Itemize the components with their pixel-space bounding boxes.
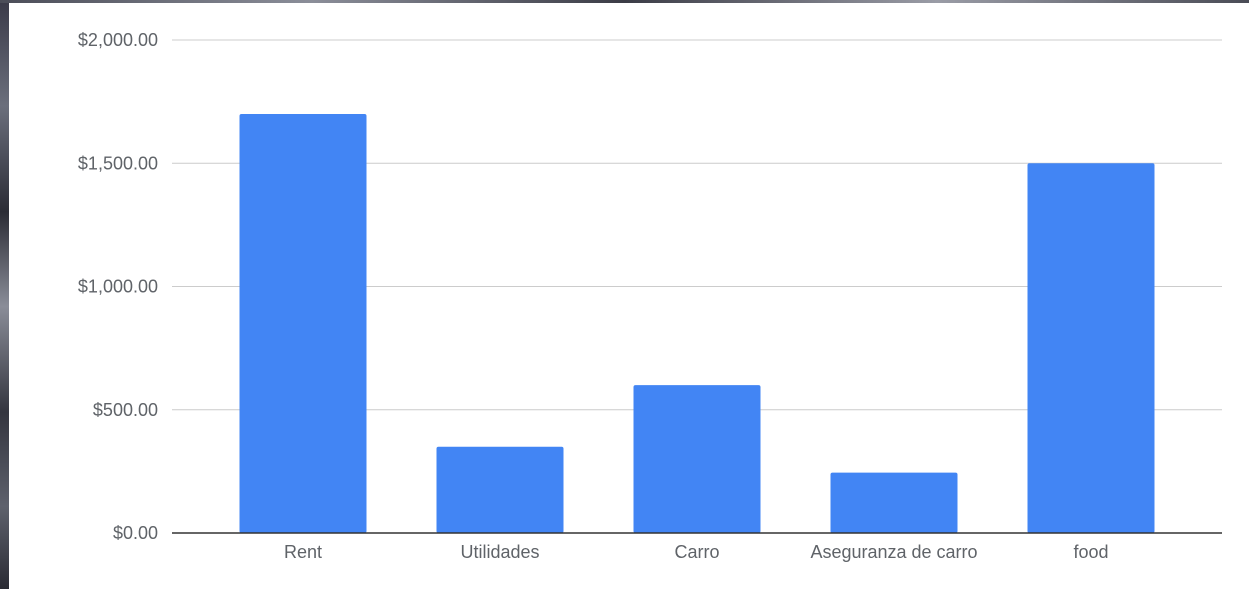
x-category-label: Rent [284, 542, 322, 562]
x-category-label: Aseguranza de carro [810, 542, 977, 562]
y-tick-label: $2,000.00 [78, 30, 158, 50]
bar-carro [633, 385, 761, 533]
background-photo-strip [0, 0, 9, 589]
bars [239, 113, 1155, 533]
bar-aseguranza-de-carro [830, 472, 958, 533]
x-category-label: food [1073, 542, 1108, 562]
y-tick-label: $1,500.00 [78, 153, 158, 173]
bar-rent [239, 113, 367, 533]
y-tick-label: $500.00 [93, 400, 158, 420]
bar-utilidades [436, 446, 564, 533]
x-category-label: Utilidades [460, 542, 539, 562]
x-category-label: Carro [674, 542, 719, 562]
background-photo-top-edge [0, 0, 1249, 3]
bar-food [1027, 163, 1155, 533]
x-axis-category-labels: Rent Utilidades Carro Aseguranza de carro fo… [284, 542, 1109, 562]
y-axis-tick-labels: $0.00 $500.00 $1,000.00 $1,500.00 $2,000.00 [78, 30, 158, 543]
y-tick-label: $1,000.00 [78, 277, 158, 297]
y-tick-label: $0.00 [113, 523, 158, 543]
